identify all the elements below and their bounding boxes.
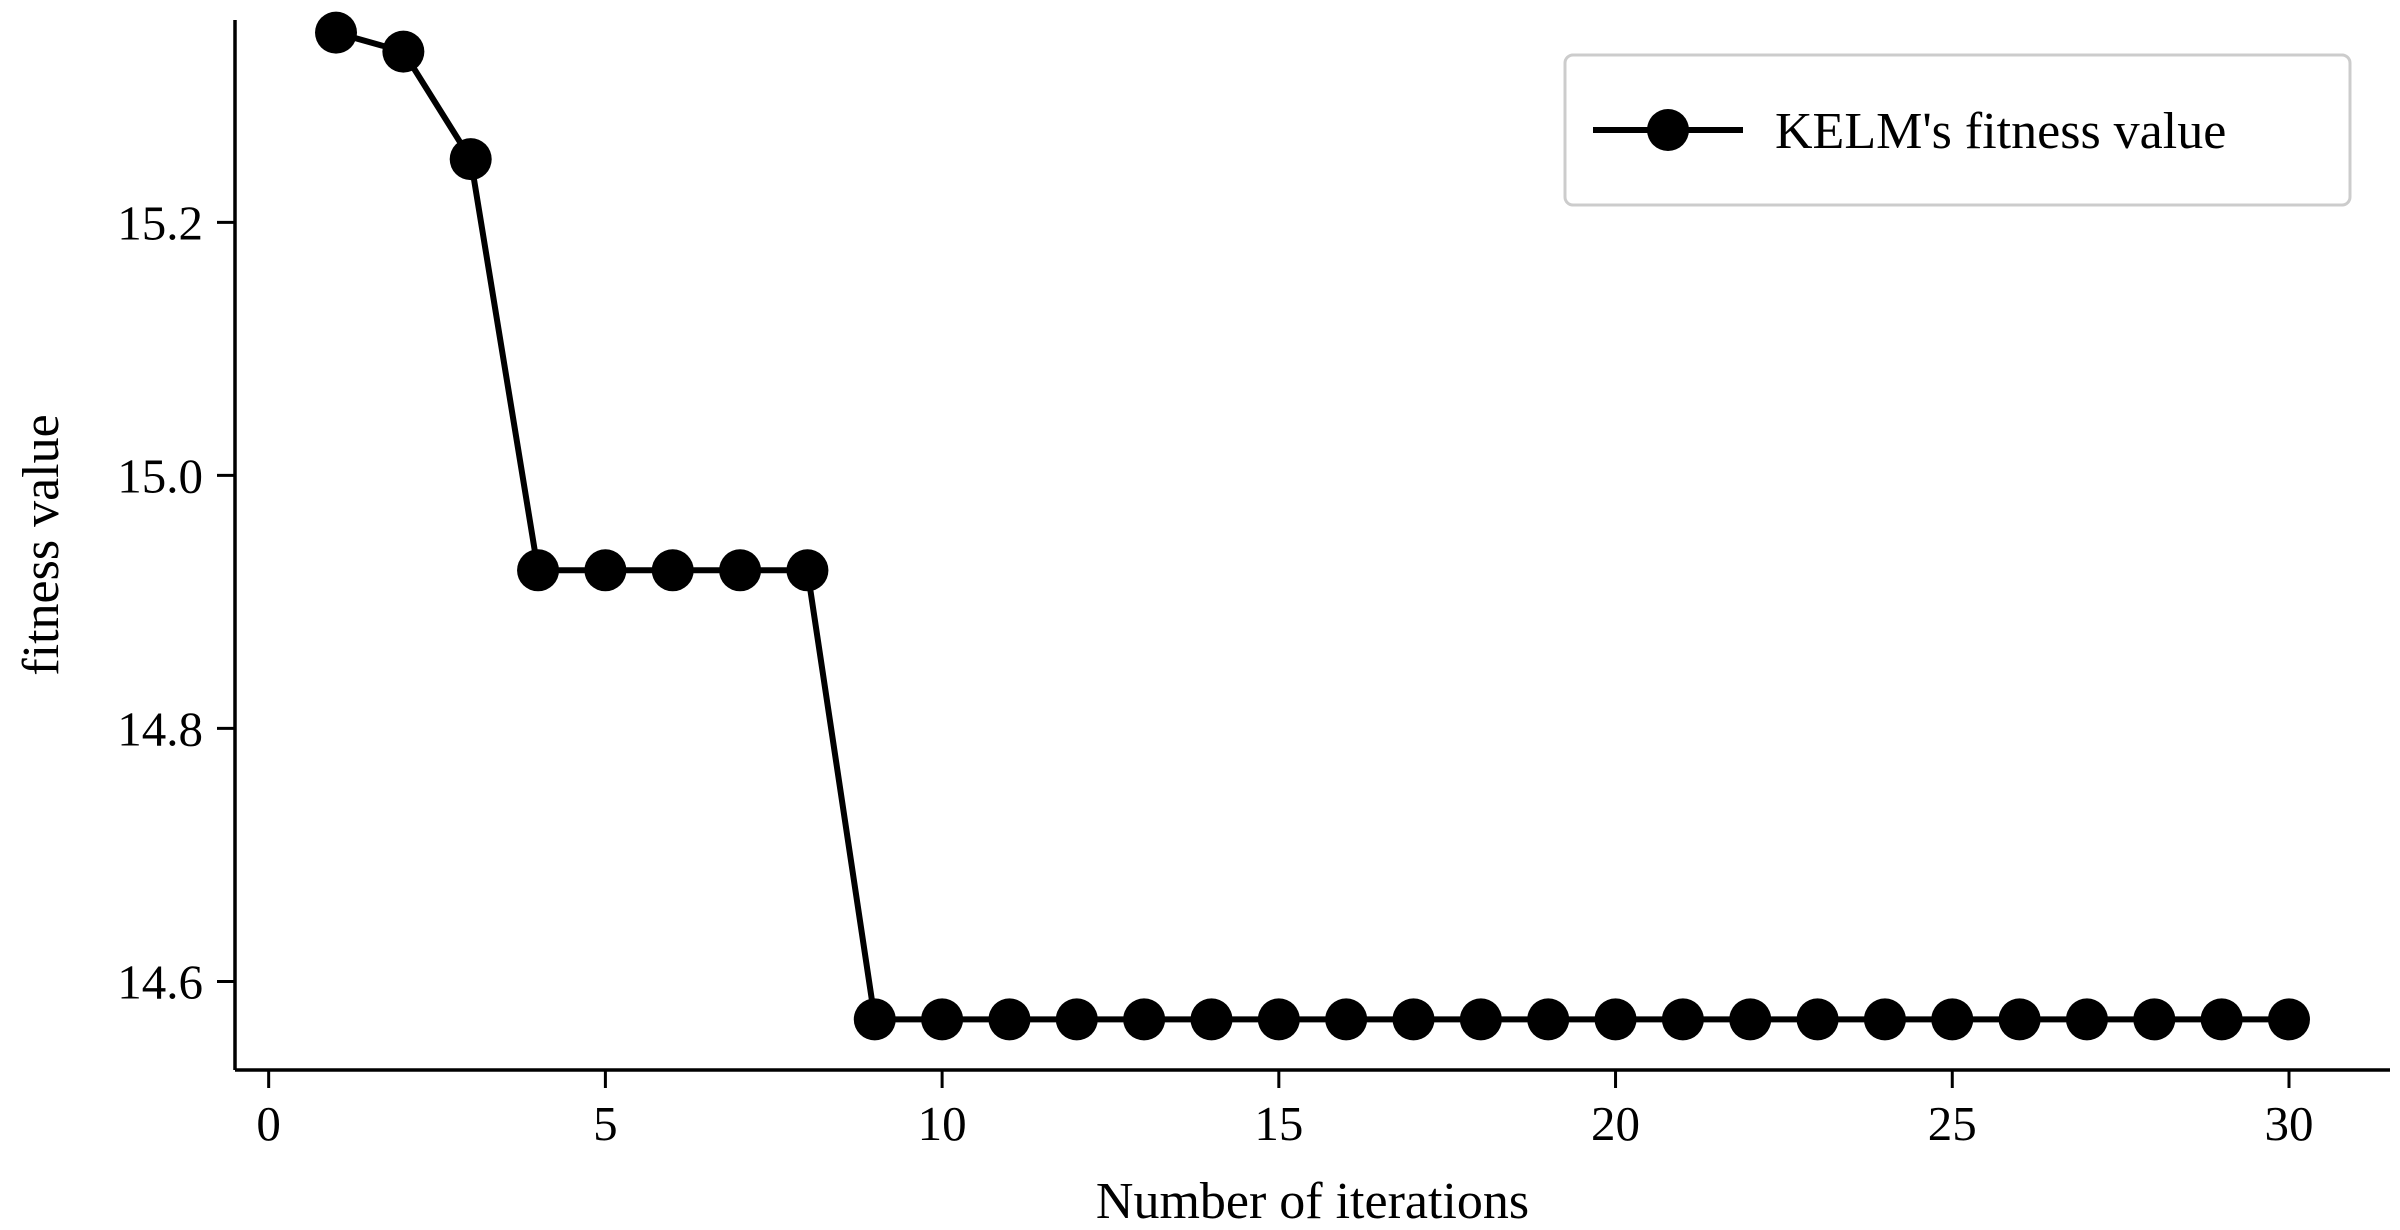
data-point [1998,998,2041,1041]
data-point [584,549,627,592]
axes [233,20,2390,1072]
y-tick-label: 15.0 [117,448,203,503]
x-tick-label: 0 [256,1096,281,1151]
data-point [1257,998,1300,1041]
legend-box [1563,53,2352,207]
data-point [1459,998,1502,1041]
data-point [1931,998,1974,1041]
data-point [988,998,1031,1041]
x-tick-label: 25 [1928,1096,1977,1151]
y-axis-label: fitness value [13,414,70,675]
data-point [315,11,358,54]
x-tick-label: 20 [1591,1096,1640,1151]
data-point [1190,998,1233,1041]
data-point [517,549,560,592]
data-point [2133,998,2176,1041]
legend-marker-swatch [1647,109,1689,151]
data-point [853,998,896,1041]
data-point [2065,998,2108,1041]
plot-series [315,11,2310,1041]
y-tick-label: 14.8 [117,701,203,756]
data-point [2267,998,2310,1041]
data-point [1392,998,1435,1041]
legend: KELM's fitness value [1563,53,2352,207]
data-point [651,549,694,592]
data-point [921,998,964,1041]
data-point [1325,998,1368,1041]
data-point [1661,998,1704,1041]
data-point [1796,998,1839,1041]
data-point [1594,998,1637,1041]
legend-label: KELM's fitness value [1775,103,2226,160]
x-axis-label: Number of iterations [1096,1173,1529,1230]
data-point [1527,998,1570,1041]
x-tick-label: 5 [593,1096,618,1151]
y-tick-label: 14.6 [117,954,203,1009]
data-point [2200,998,2243,1041]
x-tick-label: 30 [2264,1096,2313,1151]
data-point [1863,998,1906,1041]
x-ticks: 0 5 10 15 20 25 30 [256,1070,2313,1151]
data-point [719,549,762,592]
data-point [449,138,492,181]
x-tick-label: 15 [1254,1096,1303,1151]
data-point [786,549,829,592]
data-point [1123,998,1166,1041]
x-tick-label: 10 [918,1096,967,1151]
data-point [382,30,425,73]
y-tick-label: 15.2 [117,195,203,250]
data-point [1729,998,1772,1041]
y-ticks: 14.6 14.8 15.0 15.2 [117,195,235,1009]
data-point [1055,998,1098,1041]
